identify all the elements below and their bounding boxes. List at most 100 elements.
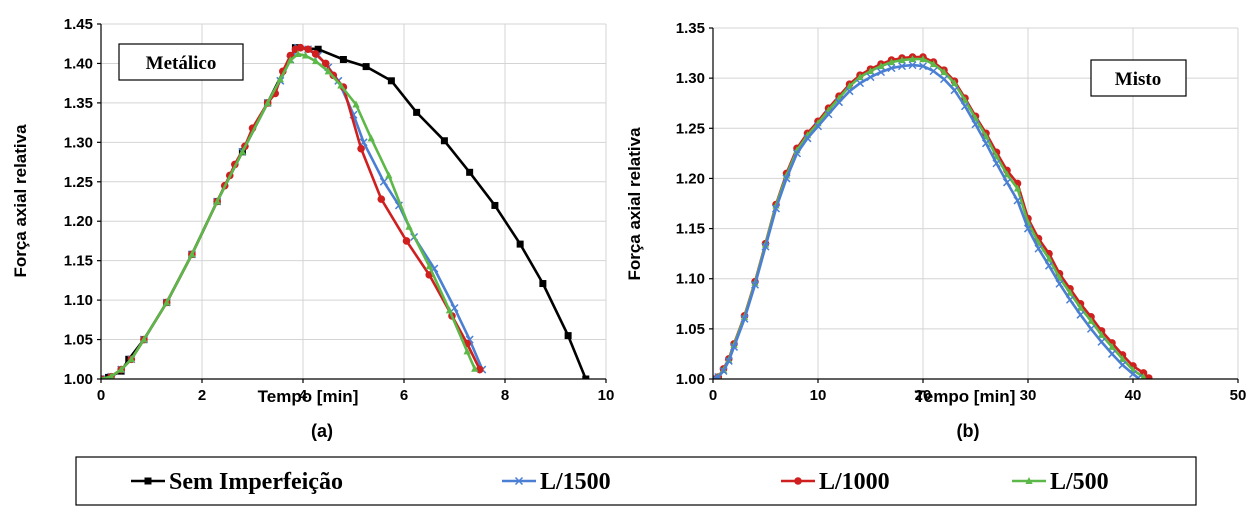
y-tick-label: 1.25 [64, 174, 93, 191]
y-tick-label: 1.25 [676, 120, 705, 137]
data-point-l-500 [188, 250, 196, 258]
x-tick-label: 8 [501, 387, 509, 404]
y-tick-label: 1.20 [676, 170, 705, 187]
data-point-l-1500 [1107, 349, 1117, 358]
y-tick-label: 1.10 [676, 271, 705, 288]
series-line-l-500 [713, 57, 1145, 379]
data-point-l-500 [140, 335, 148, 343]
data-point-l-1500 [724, 356, 733, 365]
data-point-l-500 [213, 197, 221, 205]
data-point-l-1000 [321, 59, 330, 68]
data-point-l-1500 [887, 64, 896, 73]
data-point-l-1500 [1013, 196, 1022, 205]
legend-marker [514, 476, 524, 486]
data-point-sem-imperfei-o [564, 332, 572, 340]
series-l-1000-b [713, 53, 1153, 379]
series-l-1500-b [713, 61, 1143, 379]
annotation-box-a: Metálico [118, 43, 244, 81]
data-point-l-1500 [1055, 279, 1064, 288]
panel-label-a: (a) [311, 421, 333, 441]
y-tick-label: 1.05 [64, 332, 93, 349]
data-point-l-500 [866, 67, 875, 75]
data-point-l-1000 [296, 43, 305, 52]
data-point-l-1500 [450, 303, 459, 313]
data-point-l-1500 [1065, 295, 1075, 304]
legend-label: L/500 [1050, 469, 1109, 495]
data-point-l-1000 [402, 237, 411, 245]
data-point-l-1500 [1044, 261, 1054, 270]
chart-panel-b: 1.00 1.05 1.10 1.15 1.20 1.25 1.30 1.35 0 10 20 30 4… [625, 20, 1246, 441]
y-tick-label: 1.30 [64, 134, 93, 151]
data-point-l-1500 [813, 122, 823, 131]
y-axis-label-a: Força axial relativa [11, 124, 30, 278]
data-point-l-500 [1097, 330, 1106, 338]
data-point-l-500 [877, 62, 885, 70]
data-point-l-500 [312, 57, 320, 65]
chart-panel-a: 1.00 1.05 1.10 1.15 1.20 1.25 1.30 1.35 1.40 1.45… [11, 16, 614, 441]
data-point-l-1000 [357, 144, 365, 153]
data-point-l-500 [898, 56, 906, 64]
data-point-l-1500 [834, 98, 844, 107]
series-l-1500-a [101, 43, 487, 379]
data-point-l-500 [238, 147, 246, 155]
data-point-sem-imperfei-o [413, 108, 421, 116]
data-point-l-500 [425, 262, 433, 270]
data-point-l-500 [286, 56, 294, 64]
data-point-l-500 [127, 355, 135, 363]
data-point-l-500 [337, 81, 345, 89]
data-point-l-1500 [1023, 224, 1033, 233]
data-point-l-500 [324, 67, 332, 75]
data-point-l-500 [908, 55, 917, 63]
data-point-l-1500 [729, 342, 739, 351]
data-point-l-1500 [929, 67, 938, 76]
y-tick-label: 1.05 [676, 321, 705, 338]
data-point-l-1500 [971, 120, 980, 129]
data-point-l-1000 [377, 195, 386, 203]
data-point-sem-imperfei-o [539, 280, 547, 288]
data-point-l-500 [276, 75, 284, 83]
data-point-sem-imperfei-o [387, 77, 395, 85]
grid-b [713, 27, 1239, 379]
data-point-l-1500 [803, 134, 812, 143]
legend-marker [144, 477, 152, 485]
x-tick-label: 40 [1125, 387, 1142, 404]
data-point-l-1500 [866, 73, 875, 82]
series-line-l-1500 [713, 63, 1140, 379]
data-point-l-500 [919, 55, 927, 63]
x-tick-label: 4 [299, 387, 308, 404]
x-tick-label: 2 [198, 387, 206, 404]
axes-b: 1.00 1.05 1.10 1.15 1.20 1.25 1.30 1.35 0 10 20 30 4… [676, 20, 1247, 404]
data-point-l-500 [352, 100, 360, 108]
y-tick-label: 1.35 [64, 95, 93, 112]
data-point-l-1500 [876, 68, 886, 77]
data-point-l-500 [929, 60, 938, 68]
data-point-l-1500 [1086, 324, 1096, 333]
data-point-l-500 [1045, 254, 1053, 262]
annotation-box-b: Misto [1090, 59, 1187, 97]
data-point-l-500 [1003, 170, 1011, 178]
legend-item-sem-imperfei-o: Sem Imperfeição [131, 469, 343, 495]
data-point-l-1500 [1034, 244, 1043, 253]
data-point-l-1000 [304, 45, 312, 54]
data-point-l-1500 [1118, 360, 1127, 369]
y-tick-label: 1.00 [676, 371, 705, 388]
data-point-l-500 [471, 364, 479, 372]
data-point-l-1500 [761, 242, 770, 251]
data-point-l-500 [1066, 288, 1074, 296]
y-tick-label: 1.45 [64, 16, 93, 33]
legend-marker [1025, 477, 1033, 484]
data-point-l-500 [1108, 342, 1116, 350]
x-tick-label: 0 [97, 387, 105, 404]
y-axis-label-b: Força axial relativa [625, 127, 644, 281]
x-tick-label: 20 [915, 387, 932, 404]
series-line-sem-imperfei-o [101, 46, 588, 379]
data-point-l-1500 [771, 204, 781, 213]
data-point-l-1500 [1134, 373, 1143, 379]
data-point-l-500 [1087, 316, 1095, 324]
data-point-l-1500 [918, 62, 928, 71]
data-point-sem-imperfei-o [582, 375, 590, 379]
x-axis-label-b: Tempo [min] [915, 387, 1016, 406]
data-point-l-500 [107, 372, 115, 379]
x-tick-label: 0 [709, 387, 717, 404]
